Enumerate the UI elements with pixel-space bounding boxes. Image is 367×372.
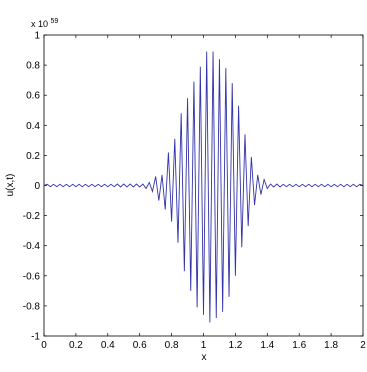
exponent-power: 59	[51, 18, 59, 25]
y-tick-label: 0.4	[26, 121, 40, 132]
x-tick-label: 1.6	[292, 340, 306, 351]
y-tick-label: 1	[34, 31, 40, 42]
y-tick-label: -0.8	[23, 301, 41, 312]
x-tick-label: 1.4	[260, 340, 274, 351]
y-tick-label: 0.8	[26, 61, 40, 72]
series-layer	[43, 51, 364, 323]
y-tick-label: 0.6	[26, 91, 40, 102]
x-tick-label: 0.4	[101, 340, 115, 351]
x-tick-label: 1	[201, 340, 207, 351]
tick-layer: 0 0.2 0.4 0.6 0.8 1 1.2 1.4 1.6 1.8 2 -1 -0.8 -0.6 -0.…	[23, 31, 366, 352]
y-tick-label: 0	[34, 181, 40, 192]
x-tick-label: 0.6	[133, 340, 147, 351]
exponent-base: x 10	[31, 19, 48, 29]
x-tick-label: 1.8	[324, 340, 338, 351]
x-tick-label: 0	[41, 340, 47, 351]
x-axis-label: x	[202, 352, 207, 363]
x-tick-label: 0.2	[69, 340, 83, 351]
x-tick-label: 2	[360, 340, 366, 351]
series-line-0	[43, 51, 364, 323]
y-tick-label: -1	[31, 332, 40, 343]
y-tick-label: 0.2	[26, 151, 40, 162]
y-tick-label: -0.4	[23, 241, 41, 252]
exponent-label: x 10 59	[31, 18, 58, 29]
x-tick-label: 1.2	[228, 340, 242, 351]
x-tick-label: 0.8	[165, 340, 179, 351]
y-tick-label: -0.2	[23, 211, 41, 222]
y-tick-label: -0.6	[23, 271, 41, 282]
y-axis-label: u(x,t)	[5, 174, 16, 197]
